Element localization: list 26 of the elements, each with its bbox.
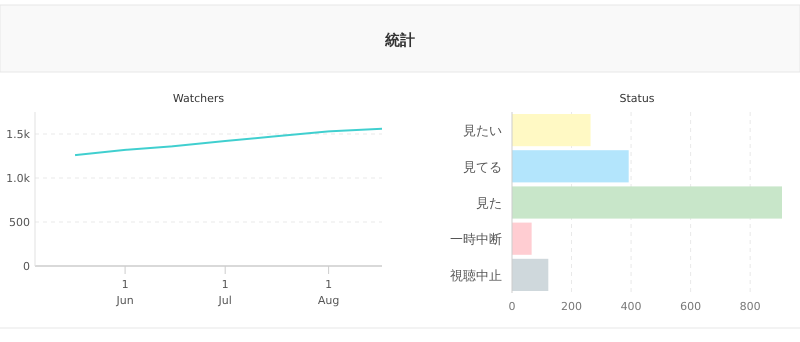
y-tick-label: 視聴中止 bbox=[450, 268, 502, 284]
x-tick-label: 1 Aug bbox=[318, 278, 340, 307]
y-tick-label: 500 bbox=[9, 216, 30, 229]
x-tick-label: 600 bbox=[680, 300, 702, 313]
bar bbox=[512, 114, 591, 146]
y-tick-label: 見た bbox=[476, 196, 502, 212]
x-tick-label: 1 Jun bbox=[115, 278, 134, 307]
line-series bbox=[74, 128, 383, 156]
bar bbox=[512, 258, 548, 291]
x-tick-label: 400 bbox=[620, 300, 642, 313]
bar bbox=[512, 150, 629, 182]
bar bbox=[512, 222, 532, 255]
y-tick-label: 1.0k bbox=[6, 172, 31, 185]
y-tick-label: 見てる bbox=[463, 160, 502, 176]
x-tick-label: 0 bbox=[508, 300, 516, 313]
chart-title: Status bbox=[619, 92, 655, 105]
x-tick-label: 200 bbox=[561, 300, 582, 313]
text: 統計 bbox=[384, 31, 415, 49]
y-tick-label: 1.5k bbox=[6, 128, 31, 141]
y-tick-label: 見たい bbox=[463, 124, 502, 140]
bar bbox=[512, 186, 782, 219]
x-tick-label: 800 bbox=[740, 300, 761, 313]
chart-title: Watchers bbox=[172, 92, 224, 105]
x-tick-label: 1 Jul bbox=[218, 278, 232, 307]
y-tick-label: 0 bbox=[23, 260, 30, 273]
y-tick-label: 一時中断 bbox=[450, 232, 502, 248]
